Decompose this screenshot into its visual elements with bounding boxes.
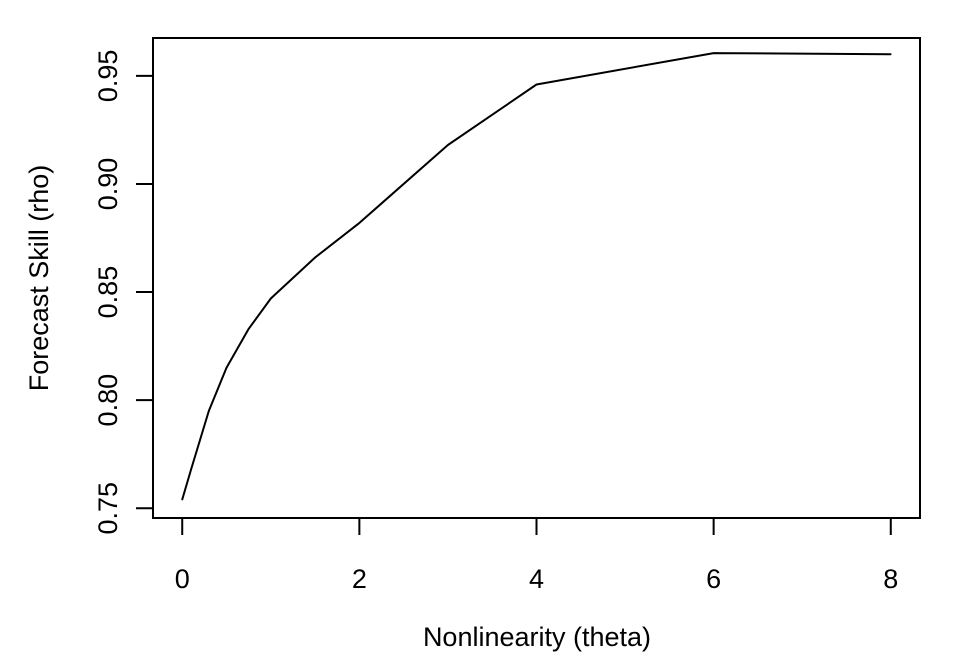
data-point xyxy=(889,53,892,56)
data-point xyxy=(358,222,361,224)
data-point xyxy=(447,144,449,146)
data-point xyxy=(181,498,184,501)
data-point xyxy=(269,297,272,300)
y-axis: 0.75 0.80 0.85 0.90 0.95 xyxy=(93,50,154,535)
data-point xyxy=(314,256,316,259)
x-tick-label: 6 xyxy=(706,564,721,594)
data-point xyxy=(207,410,210,412)
x-tick-label: 0 xyxy=(175,564,190,594)
data-point xyxy=(712,52,715,54)
data-point xyxy=(247,328,250,330)
series-layer xyxy=(181,52,892,501)
x-tick-label: 4 xyxy=(529,564,544,594)
y-tick-label: 0.80 xyxy=(93,374,123,427)
data-point xyxy=(225,366,228,369)
plot-frame xyxy=(152,37,921,519)
x-axis-title: Nonlinearity (theta) xyxy=(423,622,651,652)
x-tick-label: 8 xyxy=(883,564,898,594)
y-tick-label: 0.85 xyxy=(93,266,123,319)
series-line xyxy=(181,52,891,500)
x-tick-label: 2 xyxy=(352,564,367,594)
y-tick-label: 0.75 xyxy=(93,482,123,535)
data-point xyxy=(535,83,538,86)
y-axis-title: Forecast Skill (rho) xyxy=(24,165,54,392)
y-tick-label: 0.90 xyxy=(93,158,123,211)
data-point xyxy=(190,468,192,471)
y-tick-label: 0.95 xyxy=(93,50,123,103)
x-axis: 0 2 4 6 8 xyxy=(175,517,898,594)
